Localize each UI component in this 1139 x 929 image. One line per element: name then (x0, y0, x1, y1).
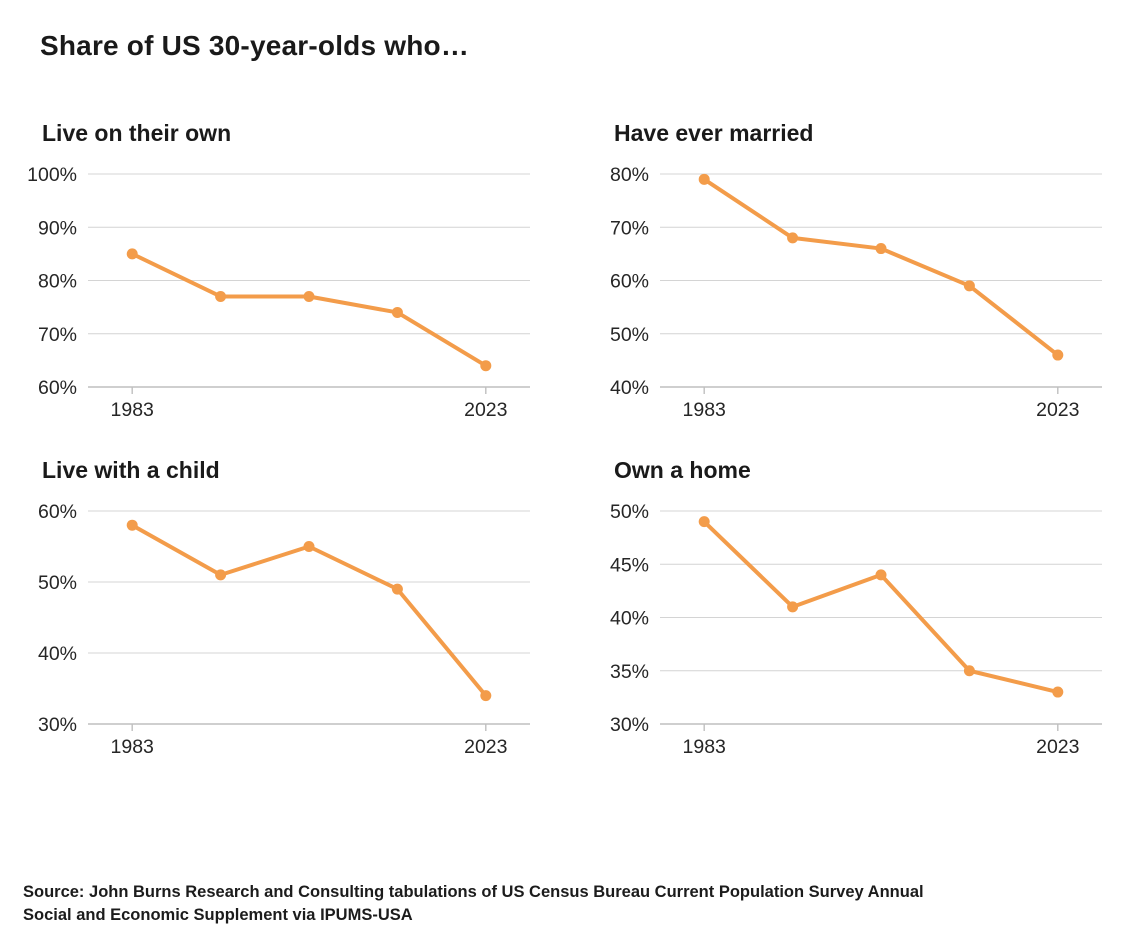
source-note-line-2: Social and Economic Supplement via IPUMS… (23, 906, 413, 925)
chart-canvas-live-with-a-child: 60% 50% 40% 30% 1983 2023 (38, 501, 530, 758)
x-tick-label: 2023 (1036, 399, 1079, 421)
chart-canvas-have-ever-married: 80% 70% 60% 50% 40% 1983 2023 (610, 164, 1102, 421)
x-tick-label: 2023 (464, 399, 507, 421)
source-note-line-1: Source: John Burns Research and Consulti… (23, 883, 924, 901)
x-tick-label: 1983 (111, 399, 154, 421)
data-point-marker (303, 290, 315, 302)
data-point-marker (963, 280, 975, 292)
source-note: Source: John Burns Research and Consulti… (23, 881, 1103, 928)
data-point-marker (787, 601, 799, 613)
y-tick-label: 50% (610, 501, 649, 523)
chart-title: Own a home (614, 457, 751, 483)
data-point-marker (126, 248, 138, 260)
trend-line (130, 251, 488, 368)
data-point-marker (963, 665, 975, 677)
data-point-marker (391, 306, 403, 318)
y-tick-label: 70% (610, 217, 649, 239)
data-point-marker (698, 173, 710, 185)
data-point-marker (480, 360, 492, 372)
data-point-marker (875, 243, 887, 255)
y-tick-label: 30% (38, 714, 77, 736)
data-point-marker (126, 519, 138, 531)
data-point-marker (303, 541, 315, 552)
y-tick-label: 30% (610, 714, 649, 736)
panel-live-on-their-own: Live on their own 100% 90% 80% 70% 60% 1983 20… (20, 114, 565, 444)
chart-title: Live with a child (42, 457, 220, 483)
data-point-marker (215, 290, 227, 302)
data-point-marker (787, 232, 799, 244)
data-point-marker (391, 583, 403, 595)
data-point-marker (698, 516, 710, 528)
data-point-marker (1052, 686, 1064, 698)
y-tick-label: 70% (38, 324, 77, 346)
chart-title: Have ever married (614, 120, 814, 146)
chart-canvas-own-a-home: 50% 45% 40% 35% 30% 1983 2023 (610, 501, 1102, 758)
trend-line (702, 519, 1060, 695)
panel-own-a-home: Own a home 50% 45% 40% 35% 30% 1983 2023 (592, 451, 1137, 781)
y-tick-label: 40% (610, 377, 649, 399)
data-point-marker (480, 690, 492, 702)
data-point-marker (1052, 349, 1064, 361)
y-tick-label: 40% (38, 643, 77, 665)
y-tick-label: 60% (38, 377, 77, 399)
y-tick-label: 45% (610, 554, 649, 576)
y-tick-label: 80% (38, 271, 77, 293)
y-tick-label: 80% (610, 164, 649, 186)
chart-title: Live on their own (42, 120, 232, 146)
panel-have-ever-married: Have ever married 80% 70% 60% 50% 40% 1983 202… (592, 114, 1137, 444)
y-tick-label: 50% (610, 324, 649, 346)
data-point-marker (875, 569, 887, 581)
y-tick-label: 100% (27, 164, 77, 186)
y-tick-label: 90% (38, 217, 77, 239)
trend-line (702, 177, 1060, 358)
y-tick-label: 40% (610, 608, 649, 630)
data-point-marker (215, 569, 227, 581)
chart-canvas-live-on-their-own: 100% 90% 80% 70% 60% 1983 2023 (27, 164, 530, 421)
x-tick-label: 2023 (464, 736, 507, 758)
y-tick-label: 35% (610, 661, 649, 683)
x-tick-label: 1983 (111, 736, 154, 758)
x-tick-label: 1983 (683, 399, 726, 421)
x-tick-label: 1983 (683, 736, 726, 758)
y-tick-label: 60% (610, 271, 649, 293)
x-tick-label: 2023 (1036, 736, 1079, 758)
y-tick-label: 50% (38, 572, 77, 594)
panel-live-with-a-child: Live with a child 60% 50% 40% 30% 1983 2023 (20, 451, 565, 781)
page-title: Share of US 30-year-olds who… (40, 30, 470, 61)
y-tick-label: 60% (38, 501, 77, 523)
